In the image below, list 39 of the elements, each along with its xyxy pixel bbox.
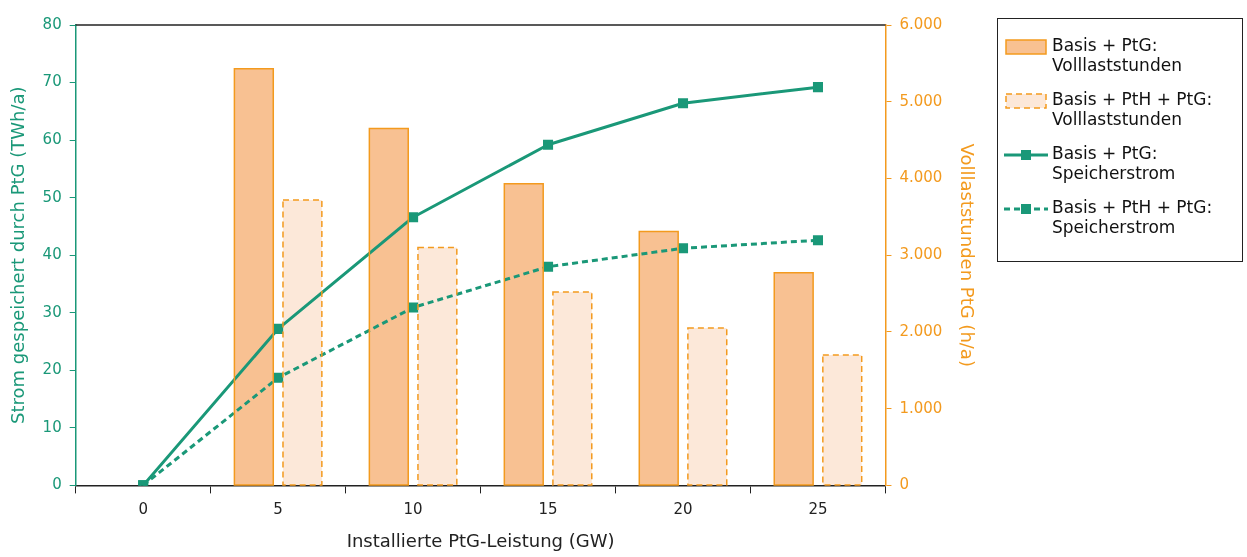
y-tick-label: 20 [42, 360, 62, 379]
x-axis-title: Installierte PtG-Leistung (GW) [346, 529, 615, 551]
legend-label: Basis + PtH + PtG: Volllaststunden [1052, 89, 1214, 129]
y-tick-label: 50 [42, 187, 62, 206]
x-tick-label: 15 [538, 500, 558, 519]
y2-tick-label: 2.000 [899, 321, 943, 340]
y2-tick-label: 3.000 [899, 245, 943, 264]
x-tick-label: 10 [403, 500, 423, 519]
point [812, 82, 824, 93]
point [408, 212, 419, 223]
x-tick-label: 25 [808, 500, 828, 519]
y2-tick-label: 0 [899, 475, 910, 494]
x-tick-label: 5 [273, 500, 283, 519]
y2-tick-label: 5.000 [899, 91, 943, 110]
point [543, 139, 554, 150]
y-tick-label: 0 [52, 475, 62, 494]
y-axis-title: Strom gespeichert durch PtG (TWh/a) [7, 86, 29, 424]
x-tick-label: 0 [138, 500, 148, 519]
y2-tick-label: 1.000 [899, 398, 943, 417]
x-tick-label: 20 [673, 500, 693, 519]
y-tick-label: 10 [42, 417, 62, 436]
y2-tick-label: 4.000 [899, 168, 943, 187]
point [812, 235, 824, 246]
y2-tick-label: 6.000 [899, 14, 943, 33]
y-tick-label: 30 [42, 302, 62, 321]
legend-label: Basis + PtG: Volllaststunden [1052, 35, 1183, 75]
y-tick-label: 70 [42, 72, 62, 91]
legend-label: Basis + PtH + PtG: Speicherstrom [1052, 197, 1214, 237]
point [677, 243, 689, 254]
point [543, 261, 554, 272]
y-tick-label: 80 [42, 14, 62, 33]
legend-label: Basis + PtG: Speicherstrom [1052, 143, 1177, 183]
y2-axis-title: Volllaststunden PtG (h/a) [956, 143, 978, 367]
point [408, 302, 419, 313]
y-tick-label: 40 [42, 245, 62, 264]
point [273, 372, 284, 383]
point [677, 98, 689, 109]
y-tick-label: 60 [42, 129, 62, 148]
point [273, 323, 284, 334]
